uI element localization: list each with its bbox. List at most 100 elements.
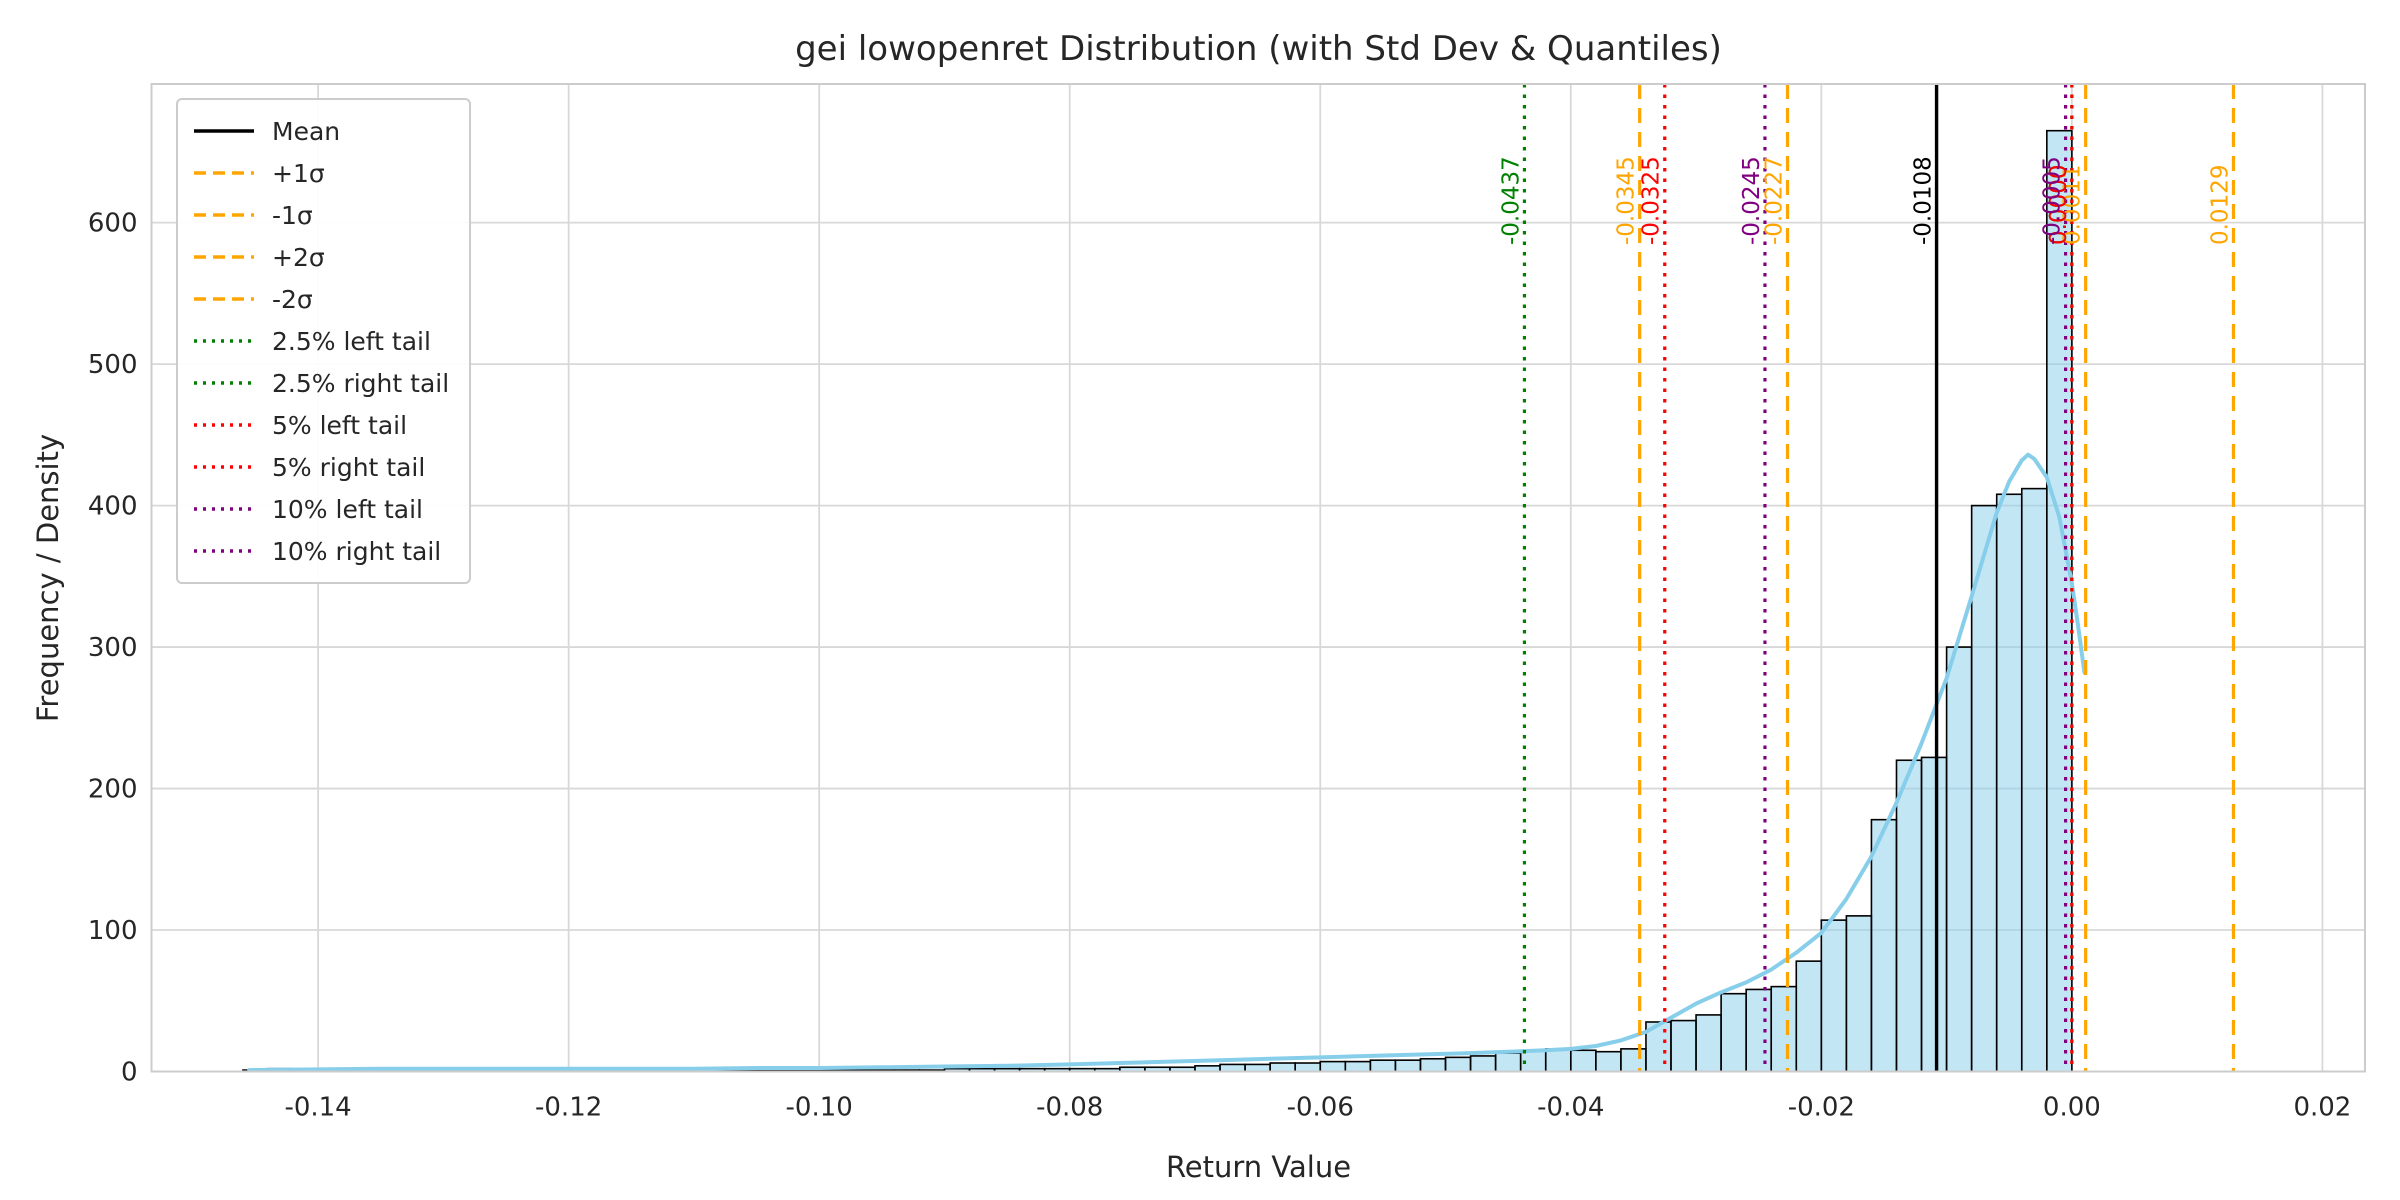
legend-item-2: -2σ bbox=[192, 278, 449, 320]
legend-item-label: 5% left tail bbox=[272, 410, 408, 440]
histogram-bar bbox=[1394, 1059, 1422, 1073]
plus-2-sigma-line-label: 0.0129 bbox=[2207, 165, 2233, 245]
x-tick-label: -0.08 bbox=[1036, 1093, 1103, 1123]
histogram-bar bbox=[1720, 992, 1747, 1073]
histogram-bar bbox=[1219, 1063, 1246, 1073]
histogram-bar bbox=[1620, 1048, 1647, 1073]
x-tick-label: 0.00 bbox=[2043, 1093, 2101, 1123]
legend-item-1: -1σ bbox=[192, 194, 449, 236]
histogram-bar bbox=[1695, 1014, 1722, 1073]
y-axis-label: Frequency / Density bbox=[31, 433, 65, 723]
legend-item-label: -2σ bbox=[272, 284, 313, 314]
histogram-bar bbox=[1945, 646, 1973, 1073]
histogram-bar bbox=[1820, 919, 1848, 1073]
histogram-bar bbox=[1244, 1063, 1271, 1073]
legend-item-label: 5% right tail bbox=[272, 452, 426, 482]
histogram-bar bbox=[1469, 1055, 1497, 1073]
y-tick-label: 400 bbox=[88, 492, 138, 522]
x-axis-label: Return Value bbox=[1165, 1150, 1352, 1184]
x-tick-label: -0.12 bbox=[535, 1093, 602, 1123]
legend-item-mean: Mean bbox=[192, 110, 449, 152]
y-tick-labels: 0 100 200 300 400 500 600 bbox=[88, 209, 138, 1088]
histogram-bar bbox=[1595, 1050, 1622, 1073]
q2-5-right-line-label: 0.0000 bbox=[2046, 165, 2072, 245]
legend-line-sample bbox=[194, 213, 254, 217]
histogram-bar bbox=[1294, 1062, 1322, 1073]
legend-item-5-right-tail: 5% right tail bbox=[192, 446, 449, 488]
histogram-bar bbox=[1269, 1062, 1297, 1073]
x-tick-label: -0.06 bbox=[1287, 1093, 1354, 1123]
legend-item-10-right-tail: 10% right tail bbox=[192, 530, 449, 572]
x-tick-label: -0.02 bbox=[1788, 1093, 1855, 1123]
q10-right-line-label: -0.0005 bbox=[2040, 156, 2066, 245]
x-tick-label: -0.04 bbox=[1537, 1093, 1604, 1123]
histogram-bar bbox=[1544, 1048, 1572, 1073]
y-tick-label: 600 bbox=[88, 209, 138, 239]
minus-1-sigma-line-label: -0.0227 bbox=[1762, 156, 1788, 245]
legend-item-label: 2.5% left tail bbox=[272, 326, 431, 356]
histogram-bar bbox=[1970, 504, 1998, 1073]
legend-line-sample bbox=[194, 465, 254, 469]
histogram-bar bbox=[1494, 1052, 1522, 1073]
legend-item-label: -1σ bbox=[272, 200, 313, 230]
x-tick-labels: -0.14 -0.12 -0.10 -0.08 -0.06 -0.04 -0.02 0.00 0… bbox=[284, 1093, 2351, 1123]
histogram-bar bbox=[1369, 1059, 1397, 1073]
reference-lines bbox=[1522, 84, 2236, 1072]
y-tick-label: 500 bbox=[88, 350, 138, 380]
histogram-bar bbox=[1870, 818, 1898, 1073]
legend-line-sample bbox=[194, 297, 254, 301]
legend-line-sample bbox=[194, 255, 254, 259]
reference-annotations: -0.0108 0.0011 -0.0227 0.0129 -0.0345 -0.0437… bbox=[1498, 156, 2233, 245]
legend-item-label: 10% right tail bbox=[272, 536, 442, 566]
q5-right-line-label: 0.0000 bbox=[2046, 165, 2072, 245]
histogram-bar bbox=[2046, 129, 2073, 1073]
histogram-bar bbox=[1795, 960, 1823, 1073]
histogram-bar bbox=[1770, 985, 1798, 1073]
kde-curve bbox=[247, 452, 2087, 1073]
legend-item-1: +1σ bbox=[192, 152, 449, 194]
y-tick-label: 100 bbox=[88, 916, 138, 946]
legend-line-sample bbox=[194, 423, 254, 427]
legend-item-label: Mean bbox=[272, 116, 341, 146]
legend-item-label: 10% left tail bbox=[272, 494, 423, 524]
plus-1-sigma-line-label: 0.0011 bbox=[2060, 165, 2086, 245]
histogram-bar bbox=[1344, 1060, 1372, 1073]
y-tick-label: 300 bbox=[88, 633, 138, 663]
histogram-bar bbox=[1745, 988, 1773, 1073]
y-tick-label: 200 bbox=[88, 775, 138, 805]
histogram-bar bbox=[1419, 1057, 1447, 1073]
legend-item-label: 2.5% right tail bbox=[272, 368, 450, 398]
legend-line-sample bbox=[194, 381, 254, 385]
mean-line-label: -0.0108 bbox=[1911, 156, 1937, 245]
histogram-bar bbox=[1845, 915, 1873, 1073]
histogram-bar bbox=[1444, 1056, 1472, 1073]
q2-5-left-line-label: -0.0437 bbox=[1498, 156, 1524, 245]
legend-item-2-5-left-tail: 2.5% left tail bbox=[192, 320, 449, 362]
legend-item-label: +2σ bbox=[272, 242, 325, 272]
histogram-bar bbox=[1995, 493, 2023, 1073]
legend-item-label: +1σ bbox=[272, 158, 325, 188]
q5-left-line-label: -0.0325 bbox=[1639, 156, 1665, 245]
histogram-bar bbox=[1569, 1049, 1597, 1073]
minus-2-sigma-line-label: -0.0345 bbox=[1614, 156, 1640, 245]
x-tick-label: 0.02 bbox=[2293, 1093, 2351, 1123]
histogram-bar bbox=[1670, 1019, 1697, 1073]
legend-item-2: +2σ bbox=[192, 236, 449, 278]
plot-border bbox=[150, 83, 2366, 1073]
legend-line-sample bbox=[194, 507, 254, 511]
legend-line-sample bbox=[194, 339, 254, 343]
legend-item-10-left-tail: 10% left tail bbox=[192, 488, 449, 530]
legend-item-2-5-right-tail: 2.5% right tail bbox=[192, 362, 449, 404]
histogram-bar bbox=[1920, 756, 1948, 1073]
legend: Mean +1σ -1σ +2σ -2σ 2.5% left tail 2.5% right… bbox=[176, 98, 472, 584]
legend-line-sample bbox=[194, 549, 254, 553]
legend-item-5-left-tail: 5% left tail bbox=[192, 404, 449, 446]
histogram-bar bbox=[2020, 487, 2048, 1073]
q10-left-line-label: -0.0245 bbox=[1739, 156, 1765, 245]
x-tick-label: -0.14 bbox=[284, 1093, 351, 1123]
legend-line-sample bbox=[194, 171, 254, 175]
x-tick-label: -0.10 bbox=[786, 1093, 853, 1123]
histogram-bar bbox=[1319, 1060, 1347, 1073]
